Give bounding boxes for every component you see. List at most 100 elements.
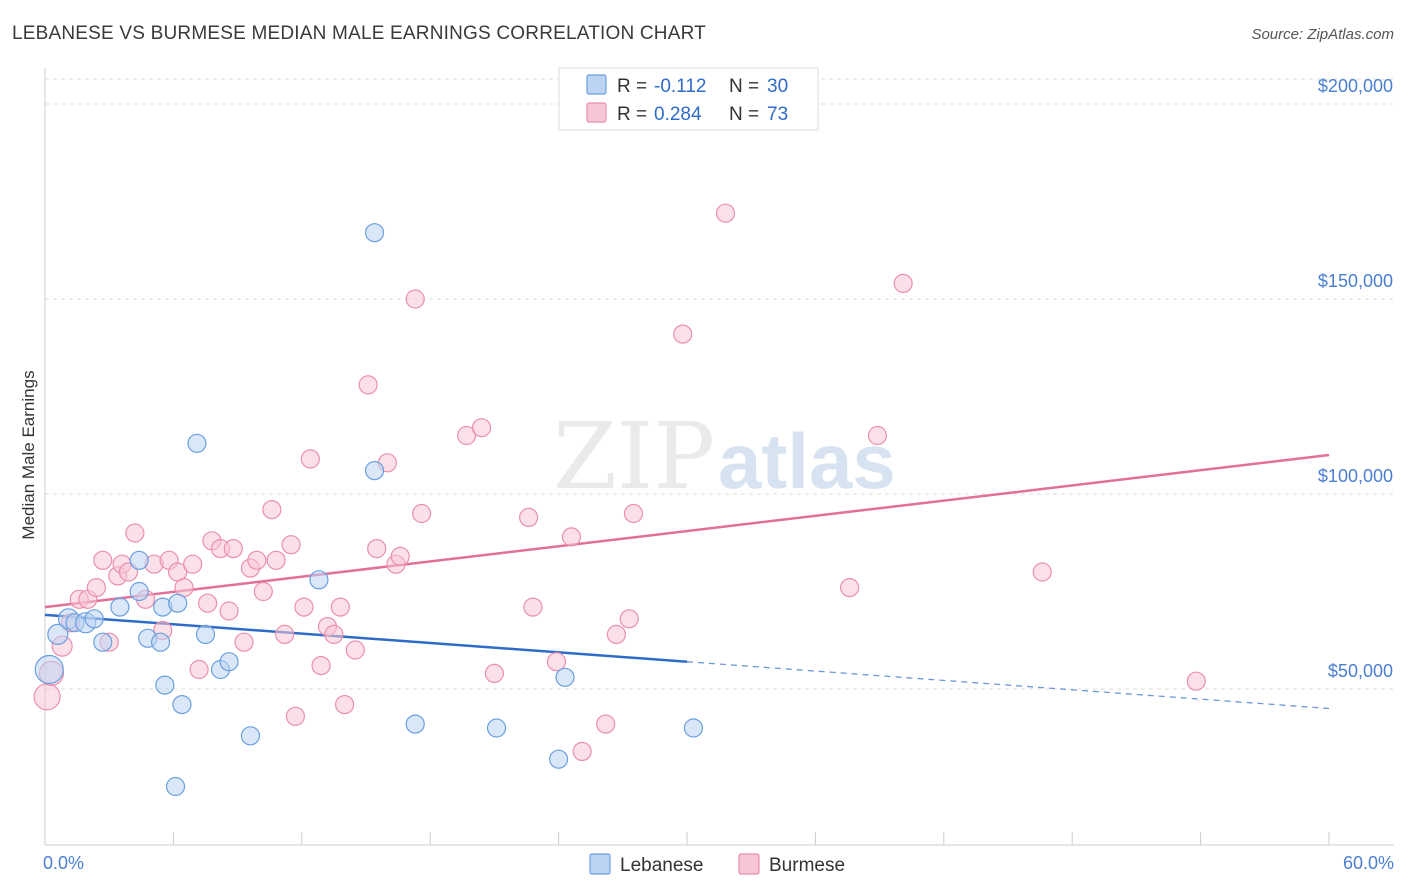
stats-legend: R = -0.112 N = 30 R = 0.284 N = 73 bbox=[558, 67, 819, 131]
point-burmese bbox=[234, 632, 254, 652]
point-burmese bbox=[33, 683, 61, 711]
point-burmese bbox=[367, 538, 387, 559]
point-burmese bbox=[86, 577, 106, 598]
point-burmese bbox=[358, 375, 378, 395]
point-lebanese bbox=[34, 654, 64, 685]
point-burmese bbox=[596, 714, 616, 734]
point-burmese bbox=[335, 694, 355, 715]
y-tick-label: $150,000 bbox=[1318, 271, 1393, 291]
point-burmese bbox=[405, 289, 425, 309]
watermark-atlas: atlas bbox=[718, 417, 896, 505]
point-burmese bbox=[219, 601, 239, 621]
point-burmese bbox=[867, 425, 888, 446]
point-burmese bbox=[561, 527, 582, 547]
point-burmese bbox=[619, 609, 639, 629]
point-lebanese bbox=[165, 776, 186, 797]
grid-lines bbox=[45, 78, 1394, 690]
point-lebanese bbox=[47, 623, 69, 646]
trend-extension-lebanese bbox=[686, 661, 1330, 710]
point-lebanese bbox=[364, 223, 385, 243]
series-legend-swatch-lebanese bbox=[589, 853, 611, 875]
point-burmese bbox=[546, 652, 567, 672]
point-burmese bbox=[623, 503, 644, 524]
point-burmese bbox=[345, 640, 365, 660]
point-burmese bbox=[189, 659, 209, 680]
series-legend: Lebanese Burmese bbox=[589, 853, 845, 876]
point-burmese bbox=[247, 550, 267, 570]
point-lebanese bbox=[93, 632, 113, 652]
point-lebanese bbox=[150, 632, 171, 652]
point-lebanese bbox=[683, 718, 704, 738]
point-burmese bbox=[1032, 562, 1052, 582]
point-burmese bbox=[275, 624, 295, 645]
point-burmese bbox=[330, 597, 350, 617]
point-lebanese bbox=[309, 570, 329, 590]
chart-source: Source: ZipAtlas.com bbox=[1251, 26, 1394, 43]
point-burmese bbox=[572, 741, 592, 762]
point-lebanese bbox=[486, 718, 507, 738]
watermark: ZIP atlas bbox=[553, 403, 896, 510]
point-lebanese bbox=[187, 433, 207, 453]
legend-n-value-lebanese: 30 bbox=[767, 76, 788, 97]
legend-r-value-lebanese: -0.112 bbox=[654, 76, 706, 97]
point-burmese bbox=[311, 655, 331, 676]
point-lebanese bbox=[548, 749, 569, 769]
series-legend-label-burmese: Burmese bbox=[769, 855, 845, 876]
legend-n-value-burmese: 73 bbox=[767, 104, 788, 125]
point-burmese bbox=[93, 550, 113, 570]
x-tick-min: 0.0% bbox=[43, 853, 84, 873]
trend-line-burmese bbox=[44, 453, 1330, 609]
legend-n-label-lebanese: N = bbox=[729, 76, 759, 97]
legend-n-label-burmese: N = bbox=[729, 104, 759, 125]
series-legend-label-lebanese: Lebanese bbox=[620, 855, 703, 876]
point-lebanese bbox=[129, 581, 149, 602]
y-axis-label: Median Male Earnings bbox=[19, 370, 38, 539]
point-lebanese bbox=[110, 597, 130, 617]
y-tick-label: $50,000 bbox=[1328, 661, 1393, 681]
point-burmese bbox=[300, 449, 320, 469]
point-burmese bbox=[294, 597, 314, 617]
point-lebanese bbox=[240, 726, 261, 746]
y-tick-label: $100,000 bbox=[1318, 466, 1393, 486]
point-lebanese bbox=[168, 593, 188, 613]
axes bbox=[44, 68, 1394, 846]
point-burmese bbox=[412, 503, 432, 524]
series-legend-swatch-burmese bbox=[738, 853, 760, 875]
point-lebanese bbox=[405, 714, 425, 734]
point-burmese bbox=[324, 624, 344, 645]
point-lebanese bbox=[172, 694, 192, 715]
point-lebanese bbox=[364, 461, 385, 481]
point-burmese bbox=[223, 538, 243, 559]
trend-lines bbox=[44, 453, 1330, 710]
point-burmese bbox=[285, 706, 305, 726]
legend-swatch-burmese bbox=[586, 102, 607, 123]
point-lebanese bbox=[84, 609, 104, 629]
point-burmese bbox=[1186, 671, 1206, 691]
legend-r-label-burmese: R = bbox=[617, 104, 647, 125]
point-lebanese bbox=[155, 675, 175, 695]
point-burmese bbox=[198, 593, 218, 613]
y-tick-labels: $50,000 $100,000 $150,000 $200,000 bbox=[1318, 76, 1393, 681]
point-burmese bbox=[519, 507, 539, 528]
point-burmese bbox=[262, 500, 282, 520]
legend-r-label-lebanese: R = bbox=[617, 76, 647, 97]
point-lebanese bbox=[129, 550, 149, 570]
point-burmese bbox=[840, 577, 860, 598]
trend-line-lebanese bbox=[44, 613, 688, 663]
chart-title: LEBANESE VS BURMESE MEDIAN MALE EARNINGS… bbox=[12, 23, 706, 44]
legend-swatch-lebanese bbox=[586, 74, 607, 95]
point-lebanese bbox=[555, 667, 575, 687]
point-burmese bbox=[893, 273, 913, 293]
point-burmese bbox=[484, 663, 504, 684]
legend-r-value-burmese: 0.284 bbox=[654, 104, 702, 125]
point-burmese bbox=[471, 418, 492, 438]
point-burmese bbox=[183, 554, 203, 574]
point-lebanese bbox=[219, 652, 239, 672]
y-tick-label: $200,000 bbox=[1318, 76, 1393, 96]
watermark-zip: ZIP bbox=[553, 403, 715, 510]
point-burmese bbox=[523, 597, 543, 617]
point-burmese bbox=[606, 624, 626, 645]
point-burmese bbox=[281, 535, 301, 555]
point-burmese bbox=[390, 546, 410, 567]
